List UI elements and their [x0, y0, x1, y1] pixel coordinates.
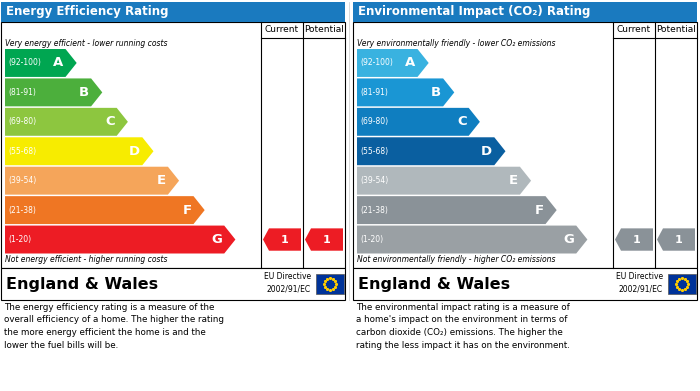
Text: Potential: Potential [304, 25, 344, 34]
Text: (55-68): (55-68) [8, 147, 36, 156]
Text: F: F [183, 204, 192, 217]
Text: A: A [405, 56, 416, 70]
Text: G: G [211, 233, 222, 246]
Text: (55-68): (55-68) [360, 147, 388, 156]
Text: Not environmentally friendly - higher CO₂ emissions: Not environmentally friendly - higher CO… [357, 255, 556, 264]
Polygon shape [357, 79, 454, 106]
Text: (81-91): (81-91) [8, 88, 36, 97]
Text: England & Wales: England & Wales [6, 276, 158, 292]
Bar [353, 2, 697, 22]
Text: A: A [53, 56, 64, 70]
Polygon shape [263, 228, 301, 251]
Text: The environmental impact rating is a measure of
a home's impact on the environme: The environmental impact rating is a mea… [356, 303, 570, 350]
Text: (21-38): (21-38) [360, 206, 388, 215]
Text: (92-100): (92-100) [8, 59, 41, 68]
Text: 1: 1 [323, 235, 331, 244]
Polygon shape [357, 49, 428, 77]
Polygon shape [357, 108, 480, 136]
Polygon shape [357, 196, 556, 224]
Text: Not energy efficient - higher running costs: Not energy efficient - higher running co… [5, 255, 167, 264]
Text: B: B [431, 86, 441, 99]
Text: (1-20): (1-20) [8, 235, 31, 244]
Text: G: G [564, 233, 574, 246]
Text: (69-80): (69-80) [360, 117, 388, 126]
Text: E: E [509, 174, 518, 187]
Polygon shape [615, 228, 653, 251]
Polygon shape [5, 167, 179, 195]
Text: 1: 1 [633, 235, 641, 244]
Text: E: E [157, 174, 166, 187]
Text: EU Directive
2002/91/EC: EU Directive 2002/91/EC [616, 272, 663, 293]
Text: (81-91): (81-91) [360, 88, 388, 97]
Text: C: C [457, 115, 467, 128]
Bar [1, 2, 345, 22]
Text: The energy efficiency rating is a measure of the
overall efficiency of a home. T: The energy efficiency rating is a measur… [4, 303, 224, 350]
Bar [353, 22, 697, 268]
Polygon shape [657, 228, 695, 251]
Text: Energy Efficiency Rating: Energy Efficiency Rating [6, 5, 169, 18]
Polygon shape [357, 167, 531, 195]
Text: 1: 1 [281, 235, 289, 244]
Text: Very environmentally friendly - lower CO₂ emissions: Very environmentally friendly - lower CO… [357, 39, 556, 48]
Text: Very energy efficient - lower running costs: Very energy efficient - lower running co… [5, 39, 167, 48]
Polygon shape [5, 49, 77, 77]
Bar [668, 274, 696, 294]
Text: Environmental Impact (CO₂) Rating: Environmental Impact (CO₂) Rating [358, 5, 590, 18]
Text: Current: Current [617, 25, 651, 34]
Polygon shape [5, 79, 102, 106]
Text: F: F [534, 204, 543, 217]
Text: (1-20): (1-20) [360, 235, 383, 244]
Bar [353, 268, 697, 300]
Polygon shape [357, 137, 505, 165]
Polygon shape [305, 228, 343, 251]
Text: D: D [481, 145, 492, 158]
Text: (92-100): (92-100) [360, 59, 393, 68]
Polygon shape [5, 108, 128, 136]
Text: (69-80): (69-80) [8, 117, 36, 126]
Text: England & Wales: England & Wales [358, 276, 510, 292]
Polygon shape [5, 137, 153, 165]
Text: C: C [105, 115, 115, 128]
Polygon shape [5, 226, 235, 253]
Polygon shape [357, 226, 587, 253]
Text: EU Directive
2002/91/EC: EU Directive 2002/91/EC [264, 272, 311, 293]
Text: D: D [130, 145, 140, 158]
Polygon shape [5, 196, 204, 224]
Text: (39-54): (39-54) [360, 176, 389, 185]
Bar [1, 268, 345, 300]
Text: B: B [79, 86, 89, 99]
Bar [316, 274, 344, 294]
Text: (39-54): (39-54) [8, 176, 36, 185]
Text: 1: 1 [675, 235, 683, 244]
Text: Current: Current [265, 25, 299, 34]
Bar [1, 22, 345, 268]
Text: (21-38): (21-38) [8, 206, 36, 215]
Text: Potential: Potential [656, 25, 696, 34]
